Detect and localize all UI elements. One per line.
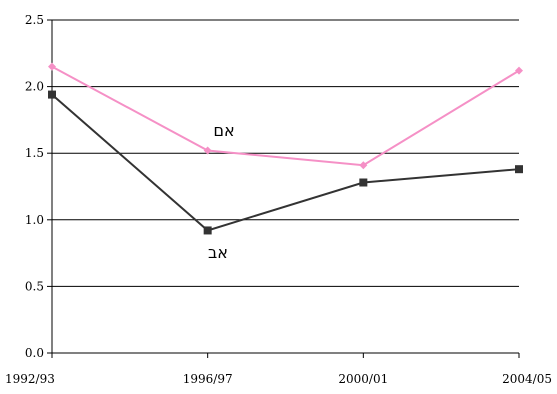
data-point (359, 161, 368, 170)
y-tick-label: 0.5 (25, 279, 44, 293)
data-point (515, 165, 523, 174)
x-tick-labels: 1992/93 1996/97 2000/01 2004/05 (5, 372, 552, 386)
series-0 (48, 62, 523, 170)
data-point (203, 146, 212, 155)
data-point (48, 62, 56, 71)
data-point (359, 178, 368, 187)
series-line (51, 65, 520, 167)
x-tick-label: 2004/05 (502, 372, 552, 386)
y-tick-label: 1.5 (25, 146, 44, 160)
y-tick-labels: 0.0 0.5 1.0 1.5 2.0 2.5 (25, 13, 44, 360)
series-1 (48, 90, 523, 235)
data-point (203, 226, 212, 235)
axes (47, 19, 520, 358)
series-line (51, 93, 520, 232)
y-tick-label: 2.0 (25, 80, 44, 94)
data-point (515, 66, 523, 75)
series-group (48, 62, 523, 235)
data-point (48, 90, 56, 99)
gridlines (52, 19, 519, 287)
x-tick-label: 1996/97 (183, 372, 233, 386)
x-tick-label: 2000/01 (338, 372, 388, 386)
annotation-father: אב (208, 243, 228, 262)
annotation-mother: אם (213, 121, 234, 140)
y-tick-label: 1.0 (25, 213, 44, 227)
x-tick-label: 1992/93 (5, 372, 55, 386)
y-tick-label: 2.5 (25, 13, 44, 27)
y-tick-label: 0.0 (25, 346, 44, 360)
